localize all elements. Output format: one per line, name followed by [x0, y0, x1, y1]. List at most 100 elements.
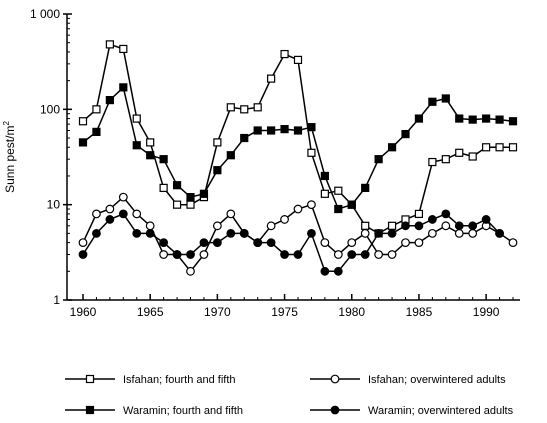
data-point — [441, 94, 450, 103]
data-point — [199, 238, 209, 248]
data-point — [159, 183, 168, 192]
data-point — [226, 228, 236, 238]
x-tick-label: 1965 — [137, 305, 164, 319]
data-point — [159, 155, 168, 164]
series-waramin-overwintered-adults — [78, 209, 504, 276]
data-point — [240, 105, 249, 114]
legend-label: Isfahan; fourth and fifth — [123, 374, 236, 386]
data-point — [145, 228, 155, 238]
data-point — [360, 250, 370, 259]
data-point — [441, 209, 451, 219]
data-point — [267, 126, 276, 135]
data-point — [280, 215, 289, 224]
data-point — [92, 209, 101, 219]
data-point — [361, 221, 370, 230]
data-point — [347, 200, 356, 209]
data-point — [132, 228, 142, 238]
data-point — [159, 250, 169, 259]
data-point — [293, 126, 303, 135]
legend-label: Isfahan; overwintered adults — [368, 374, 506, 386]
data-point — [239, 228, 249, 238]
data-point — [253, 126, 262, 135]
series-isfahan-overwintered-adults — [78, 192, 518, 276]
data-point — [146, 138, 155, 147]
legend-label: Waramin; overwintered adults — [368, 405, 514, 417]
data-point — [226, 209, 236, 219]
axes — [66, 14, 520, 301]
data-point — [307, 228, 316, 238]
data-point — [172, 250, 182, 259]
x-tick-label: 1970 — [204, 305, 231, 319]
data-point — [428, 157, 437, 167]
legend-item: Isfahan; fourth and fifth — [65, 374, 236, 386]
data-point — [508, 238, 518, 248]
data-point — [468, 228, 478, 238]
data-point — [374, 155, 383, 164]
data-point — [361, 183, 370, 192]
data-point — [495, 143, 504, 152]
data-point — [508, 117, 518, 126]
data-point — [213, 166, 222, 175]
data-point — [347, 238, 357, 248]
data-point — [334, 186, 343, 195]
data-point — [307, 123, 316, 132]
data-point — [293, 55, 303, 65]
data-point — [78, 238, 88, 248]
data-point — [468, 115, 477, 124]
data-point — [240, 133, 249, 143]
data-point — [253, 103, 262, 112]
data-point — [482, 114, 491, 123]
data-point — [186, 250, 195, 259]
legend-marker — [85, 374, 95, 384]
data-point — [253, 238, 263, 248]
series-isfahan-fourth-and-fifth — [78, 40, 518, 238]
legend-label: Waramin; fourth and fifth — [123, 405, 243, 417]
data-point — [401, 129, 410, 139]
data-point — [145, 221, 155, 231]
legend-marker — [330, 374, 340, 384]
data-point — [320, 238, 330, 248]
plot-area: 1 10 100 1 000 1960 1965 1970 1975 1980 1985 1990… — [2, 7, 520, 319]
y-ticks: 1 10 100 1 000 — [30, 7, 72, 307]
data-point — [146, 151, 155, 160]
legend-item: Waramin; overwintered adults — [310, 405, 514, 417]
data-point — [105, 204, 115, 214]
data-point — [132, 114, 141, 123]
data-point — [266, 238, 276, 248]
data-point — [105, 215, 115, 224]
data-point — [199, 189, 209, 198]
data-point — [508, 143, 518, 152]
data-point — [186, 193, 195, 202]
data-point — [186, 266, 195, 276]
data-point — [414, 209, 424, 219]
data-point — [92, 105, 101, 114]
data-point — [320, 171, 329, 181]
y-axis-title-superscript: 2 — [2, 121, 11, 126]
data-point — [333, 266, 343, 276]
data-point — [427, 228, 437, 238]
data-point — [92, 228, 101, 238]
data-point — [212, 221, 222, 231]
data-point — [132, 209, 142, 219]
data-point — [427, 215, 437, 224]
x-tick-label: 1985 — [406, 305, 433, 319]
y-tick-label: 100 — [40, 102, 60, 116]
series-line — [82, 85, 514, 210]
data-point — [186, 200, 195, 209]
y-axis-title-text: Sunn pest/m — [3, 126, 17, 193]
data-point — [92, 127, 101, 136]
data-point — [455, 114, 464, 123]
data-point — [387, 221, 397, 230]
data-point — [307, 200, 316, 210]
data-point — [374, 250, 384, 259]
data-point — [78, 250, 88, 259]
data-point — [226, 151, 235, 160]
data-point — [213, 138, 222, 147]
legend-marker — [85, 405, 95, 415]
series-layer — [78, 40, 518, 276]
data-point — [293, 250, 303, 259]
data-point — [387, 228, 397, 238]
legend-marker — [330, 405, 340, 415]
data-point — [414, 221, 424, 231]
legend: Isfahan; fourth and fifth Waramin; fourth… — [65, 374, 514, 417]
